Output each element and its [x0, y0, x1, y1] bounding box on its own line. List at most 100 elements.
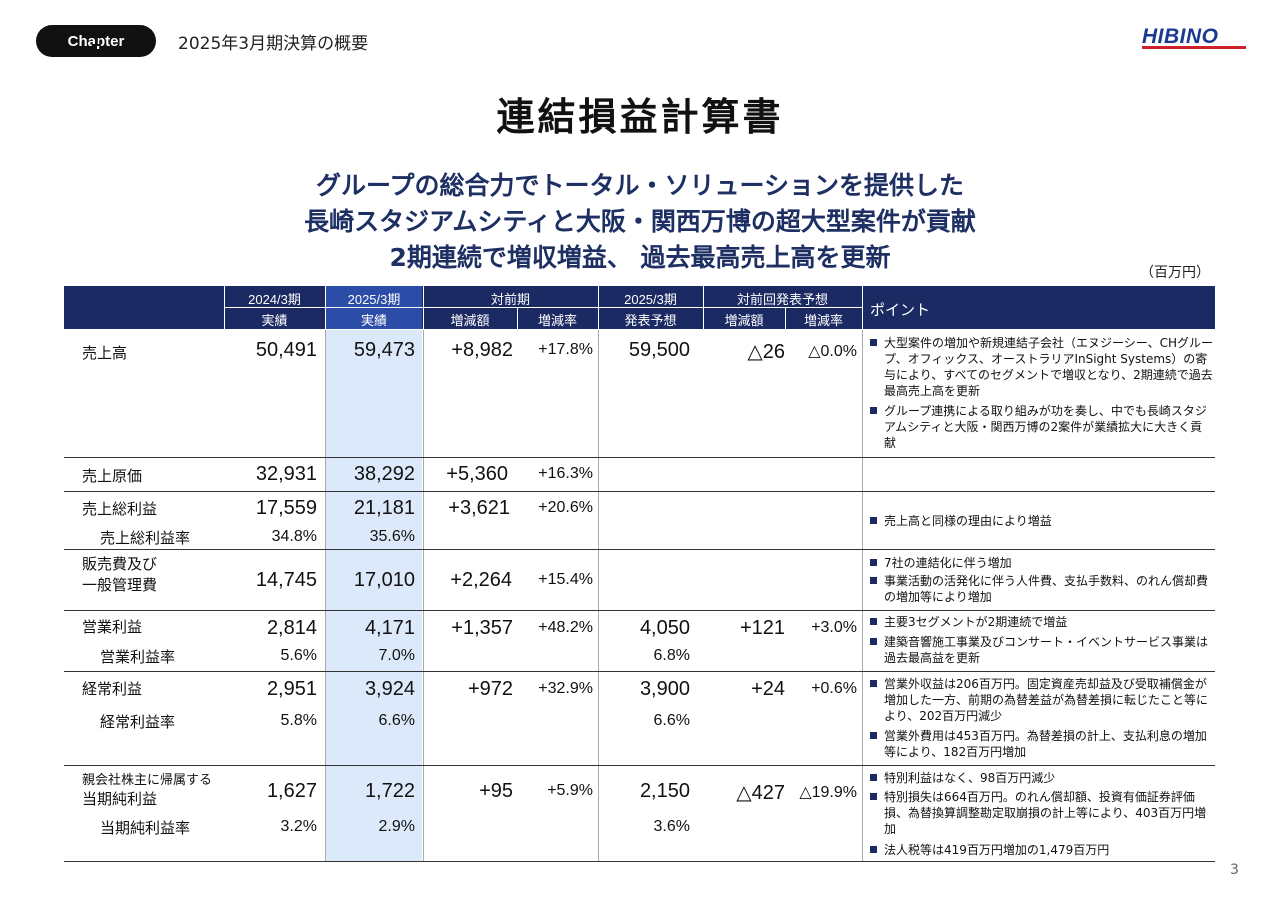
cogs-yoy-amount: +5,360 [446, 463, 508, 485]
row-label-net-rate: 当期純利益率 [100, 819, 191, 837]
cogs-fy2025: 38,292 [353, 463, 415, 485]
gross-rate-fy2025: 35.6% [369, 528, 415, 545]
point-op-2: 建築音響施工事業及びコンサート・イベントサービス事業は過去最高益を更新 [870, 634, 1214, 666]
ord-fy2025: 3,924 [364, 678, 415, 700]
point-net-3: 法人税等は419百万円増加の1,479百万円 [870, 842, 1214, 858]
point-net-1: 特別利益はなく、98百万円減少 [870, 770, 1214, 786]
op-yoy-rate: +48.2% [538, 619, 593, 636]
ord-yoy-amount: +972 [467, 678, 513, 700]
header-yoy: 対前期 [490, 292, 530, 307]
op-rate-fy2025: 7.0% [378, 647, 415, 664]
point-ord-1: 営業外収益は206百万円。固定資産売却益及び受取補償金が増加した一方、前期の為替… [870, 676, 1214, 724]
row-label-sga-2: 一般管理費 [82, 576, 158, 594]
op-vs-amount: +121 [739, 617, 785, 639]
gross-rate-fy2024: 34.8% [271, 528, 317, 545]
header-separator [517, 308, 518, 329]
sales-fy2024: 50,491 [255, 339, 317, 361]
point-op-1: 主要3セグメントが2期連続で増益 [870, 614, 1214, 630]
op-forecast: 4,050 [639, 617, 690, 639]
sga-fy2025: 17,010 [353, 569, 415, 591]
row-divider [64, 457, 1215, 458]
svg-text:HIBINO: HIBINO [1142, 25, 1219, 48]
row-label-net-1: 親会社株主に帰属する [82, 773, 213, 788]
sales-yoy-amount: +8,982 [451, 339, 513, 361]
page-title: 連結損益計算書 [496, 95, 784, 139]
row-label-sales: 売上高 [82, 344, 128, 362]
net-yoy-amount: +95 [479, 780, 513, 802]
point-sales-2: グループ連携による取り組みが功を奏し、中でも長崎スタジアムシティと大阪・関西万博… [870, 403, 1214, 451]
net-rate-forecast: 3.6% [653, 818, 690, 835]
op-rate-fy2024: 5.6% [280, 647, 317, 664]
sales-forecast: 59,500 [628, 339, 690, 361]
net-rate-fy2024: 3.2% [280, 818, 317, 835]
row-label-gross: 売上総利益 [82, 500, 158, 518]
header-vs-rate: 増減率 [803, 313, 843, 328]
page-number: 3 [1230, 862, 1239, 878]
sales-yoy-rate: +17.8% [538, 341, 593, 358]
row-divider [64, 610, 1215, 611]
row-divider [64, 671, 1215, 672]
row-label-cogs: 売上原価 [82, 467, 143, 485]
ord-rate-fy2024: 5.8% [280, 712, 317, 729]
headline-line-3: 2期連続で増収増益、 過去最高売上高を更新 [389, 243, 891, 272]
section-title: 2025年3月期決算の概要 [178, 34, 369, 54]
net-fy2024: 1,627 [266, 780, 317, 802]
op-fy2024: 2,814 [266, 617, 317, 639]
row-label-net-2: 当期純利益 [82, 790, 158, 808]
row-divider [64, 549, 1215, 550]
header-fy2024-sub: 実績 [261, 313, 288, 328]
sales-vs-rate: △0.0% [808, 343, 857, 360]
headline-line-2: 長崎スタジアムシティと大阪・関西万博の超大型案件が貢献 [304, 207, 976, 236]
sga-fy2024: 14,745 [255, 569, 317, 591]
row-label-op-rate: 営業利益率 [100, 648, 176, 666]
gross-yoy-amount: +3,621 [448, 497, 510, 519]
header-fy2025-sub: 実績 [360, 313, 387, 328]
header-separator [862, 286, 863, 329]
header-points: ポイント [870, 302, 931, 319]
net-fy2025: 1,722 [364, 780, 415, 802]
row-divider [64, 765, 1215, 766]
unit-label: （百万円） [1140, 265, 1210, 281]
row-label-sga-1: 販売費及び [82, 555, 158, 573]
net-vs-amount: △427 [736, 782, 785, 804]
row-divider [64, 491, 1215, 492]
chapter-label: Chapter [67, 32, 125, 50]
point-net-2: 特別損失は664百万円。のれん償却額、投資有価証券評価損、為替換算調整勘定取崩損… [870, 789, 1214, 837]
header-vs-amount: 増減額 [724, 313, 764, 328]
header-fy2025: 2025/3期 [347, 292, 401, 307]
net-rate-fy2025: 2.9% [378, 818, 415, 835]
ord-yoy-rate: +32.9% [538, 680, 593, 697]
col-separator [598, 330, 599, 862]
col-separator [325, 330, 326, 862]
row-label-ord: 経常利益 [82, 680, 143, 698]
sales-fy2025: 59,473 [353, 339, 415, 361]
sales-vs-amount: △26 [747, 341, 785, 363]
point-ord-2: 営業外費用は453百万円。為替差損の計上、支払利息の増加等により、182百万円増… [870, 728, 1214, 760]
row-label-op: 営業利益 [82, 618, 143, 636]
sga-yoy-rate: +15.4% [538, 571, 593, 588]
point-sales-1: 大型案件の増加や新規連結子会社（エヌジーシー、CHグループ、オフィックス、オース… [870, 335, 1214, 399]
ord-vs-rate: +0.6% [811, 680, 857, 697]
row-label-ord-rate: 経常利益率 [100, 713, 176, 731]
header-fy2024: 2024/3期 [248, 292, 301, 307]
gross-fy2025: 21,181 [353, 497, 415, 519]
col-separator [423, 330, 424, 862]
ord-fy2024: 2,951 [266, 678, 317, 700]
current-year-highlight [326, 330, 422, 862]
row-divider [64, 861, 1215, 862]
net-yoy-rate: +5.9% [547, 782, 593, 799]
point-gross-1: 売上高と同様の理由により増益 [870, 513, 1214, 529]
ord-forecast: 3,900 [639, 678, 690, 700]
ord-vs-amount: +24 [751, 678, 785, 700]
header-separator [785, 308, 786, 329]
header-forecast: 2025/3期 [624, 292, 677, 307]
cogs-yoy-rate: +16.3% [538, 465, 593, 482]
net-vs-rate: △19.9% [799, 784, 857, 801]
row-label-gross-rate: 売上総利益率 [100, 529, 191, 547]
header-forecast-sub: 発表予想 [624, 313, 677, 328]
chapter-number: 1 [90, 30, 102, 51]
headline-line-1: グループの総合力でトータル・ソリューションを提供した [315, 171, 964, 200]
op-fy2025: 4,171 [364, 617, 415, 639]
op-yoy-amount: +1,357 [451, 617, 513, 639]
cogs-fy2024: 32,931 [255, 463, 317, 485]
